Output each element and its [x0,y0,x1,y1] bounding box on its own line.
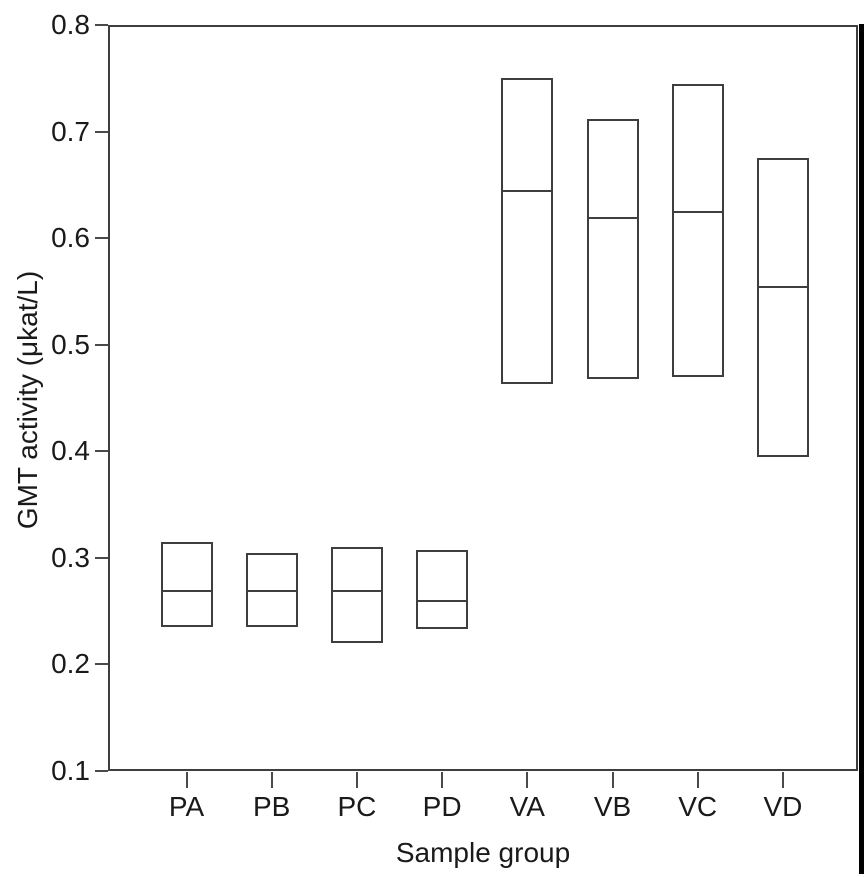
y-tick-label-0.5: 0.5 [51,328,90,360]
y-tick-mark-0.7 [95,130,108,133]
median-line-VA [503,190,552,193]
median-line-PA [162,589,211,592]
y-tick-mark-0.2 [95,663,108,666]
x-tick-label-VA: VA [509,791,545,822]
box-PA [160,541,213,628]
x-tick-mark-VC [696,772,699,788]
x-tick-label-VD: VD [763,791,803,822]
median-line-VD [758,286,807,289]
x-tick-mark-PA [185,772,188,788]
y-axis-title: GMT activity (μkat/L) [12,270,43,530]
box-PC [330,547,383,644]
median-line-PB [247,589,296,592]
y-tick-label-0.6: 0.6 [51,222,90,254]
x-axis-title: Sample group [395,837,571,868]
box-PB [245,552,298,628]
box-VC [671,83,724,377]
box-VB [586,118,639,379]
median-line-PD [418,600,467,603]
box-VD [756,158,809,457]
x-tick-label-PC: PC [337,791,377,822]
x-tick-mark-PB [270,772,273,788]
x-tick-label-PB: PB [253,791,291,822]
y-tick-mark-0.8 [95,24,108,26]
y-tick-mark-0.3 [95,556,108,559]
y-tick-label-0.3: 0.3 [51,541,90,573]
y-tick-label-0.2: 0.2 [51,648,90,680]
median-line-VB [588,216,637,219]
x-tick-label-VC: VC [678,791,718,822]
y-tick-mark-0.5 [95,343,108,346]
median-line-VC [673,211,722,214]
plot-frame [108,25,858,771]
y-tick-label-0.4: 0.4 [51,435,90,467]
x-tick-label-PA: PA [168,791,205,822]
box-VA [501,78,554,385]
y-tick-mark-0.6 [95,237,108,240]
x-tick-mark-VB [611,772,614,788]
y-tick-mark-0.1 [95,770,108,772]
y-tick-label-0.7: 0.7 [51,115,90,147]
x-tick-label-VB: VB [593,791,632,822]
x-tick-label-PD: PD [422,791,462,822]
y-tick-label-0.8: 0.8 [51,9,90,40]
box-PD [416,550,469,630]
y-tick-label-0.1: 0.1 [51,755,90,786]
x-tick-mark-PD [441,772,444,788]
x-tick-mark-VD [781,772,784,788]
y-tick-mark-0.4 [95,450,108,453]
median-line-PC [332,589,381,592]
x-tick-mark-VA [526,772,529,788]
scan-border-right [859,24,864,874]
x-tick-mark-PC [355,772,358,788]
